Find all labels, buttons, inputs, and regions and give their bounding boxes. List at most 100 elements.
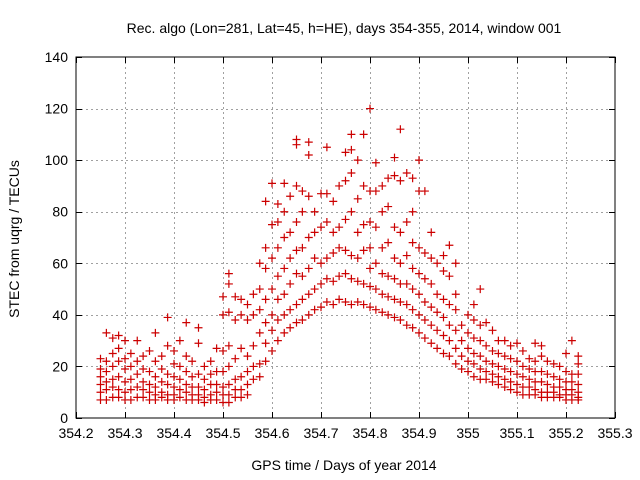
- data-point: [329, 197, 338, 206]
- data-point: [469, 359, 478, 368]
- data-point: [574, 388, 583, 397]
- data-point: [298, 272, 307, 281]
- data-point: [451, 305, 460, 314]
- data-point: [396, 259, 405, 268]
- data-point: [273, 199, 282, 208]
- data-point: [464, 310, 472, 319]
- data-point: [255, 305, 264, 314]
- data-point: [273, 295, 282, 304]
- data-point: [231, 354, 240, 363]
- data-point: [482, 375, 491, 384]
- data-point: [157, 388, 166, 397]
- data-point: [145, 388, 154, 397]
- data-point: [170, 359, 178, 368]
- data-point: [513, 380, 521, 389]
- data-point: [133, 383, 142, 392]
- data-point: [286, 254, 295, 263]
- data-point: [494, 380, 503, 389]
- data-point: [249, 341, 258, 350]
- data-point: [396, 297, 405, 306]
- data-point: [182, 352, 191, 361]
- data-point: [237, 310, 246, 319]
- data-point: [219, 292, 227, 301]
- data-point: [451, 344, 460, 353]
- data-point: [390, 223, 399, 232]
- data-point: [310, 285, 319, 294]
- data-point: [114, 357, 123, 366]
- data-point: [249, 362, 258, 371]
- x-tick-label: 354.6: [254, 425, 289, 441]
- data-point: [224, 279, 233, 288]
- data-point: [408, 264, 417, 273]
- data-point: [151, 383, 160, 392]
- data-point: [335, 295, 344, 304]
- data-point: [482, 318, 491, 327]
- data-point: [433, 290, 442, 299]
- data-point: [500, 336, 509, 345]
- data-point: [433, 344, 442, 353]
- data-point: [286, 305, 295, 314]
- data-point: [114, 385, 123, 394]
- data-point: [506, 367, 515, 376]
- data-point: [273, 243, 282, 252]
- x-tick-label: 354.8: [352, 425, 387, 441]
- data-point: [121, 354, 129, 363]
- data-point: [188, 357, 197, 366]
- data-point: [506, 354, 515, 363]
- data-point: [194, 339, 203, 348]
- data-point: [366, 303, 374, 312]
- data-point: [347, 207, 356, 216]
- data-point: [408, 285, 417, 294]
- x-tick-label: 354.9: [401, 425, 436, 441]
- x-tick-label: 354.4: [156, 425, 191, 441]
- grid-lines: [76, 57, 615, 418]
- data-point: [317, 303, 325, 312]
- data-point: [433, 259, 442, 268]
- data-point: [451, 259, 460, 268]
- y-axis-label: STEC from uqrg / TECUs: [6, 160, 22, 318]
- data-point: [157, 352, 166, 361]
- data-point: [574, 380, 583, 389]
- data-point: [310, 228, 319, 237]
- data-point: [329, 228, 338, 237]
- data-point: [292, 318, 301, 327]
- data-point: [549, 359, 558, 368]
- data-point: [408, 207, 417, 216]
- data-point: [286, 323, 295, 332]
- data-point: [457, 321, 466, 330]
- data-point: [506, 377, 515, 386]
- data-point: [513, 357, 521, 366]
- data-point: [194, 390, 203, 399]
- data-point: [439, 313, 448, 322]
- data-point: [378, 181, 387, 190]
- data-point: [402, 169, 411, 178]
- data-point: [322, 254, 331, 263]
- data-point: [353, 277, 362, 286]
- data-point: [298, 316, 307, 325]
- data-point: [224, 362, 233, 371]
- data-point: [390, 274, 399, 283]
- data-point: [402, 279, 411, 288]
- data-point: [341, 215, 350, 224]
- data-point: [304, 138, 313, 147]
- data-point: [518, 362, 527, 371]
- data-point: [255, 372, 264, 381]
- data-point: [145, 380, 154, 389]
- data-point: [231, 375, 240, 384]
- data-point: [525, 354, 534, 363]
- y-tick-label: 20: [52, 358, 68, 374]
- data-point: [261, 339, 270, 348]
- data-point: [182, 388, 191, 397]
- data-point: [255, 259, 264, 268]
- data-point: [341, 269, 350, 278]
- data-point: [415, 290, 423, 299]
- data-point: [408, 323, 417, 332]
- data-point: [439, 295, 448, 304]
- data-point: [347, 145, 356, 154]
- data-point: [96, 354, 105, 363]
- data-point: [304, 150, 313, 159]
- data-point: [506, 341, 515, 350]
- data-point: [224, 398, 233, 407]
- data-point: [212, 344, 221, 353]
- data-point: [280, 179, 289, 188]
